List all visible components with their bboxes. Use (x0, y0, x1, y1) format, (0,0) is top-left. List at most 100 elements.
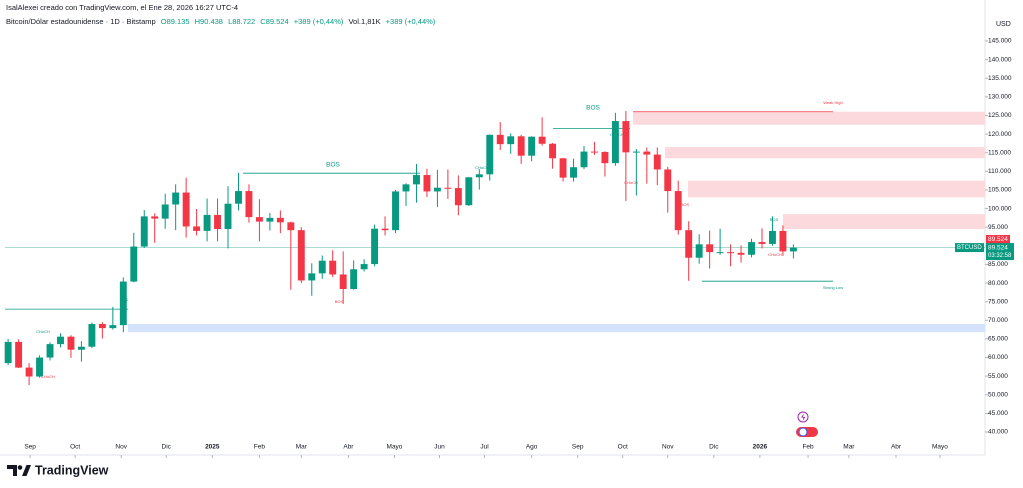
candle-body (4, 341, 12, 364)
candle-body (706, 244, 714, 253)
y-tick-label: 80.000 (988, 280, 1008, 287)
candle-body (779, 230, 787, 252)
candle-body (172, 192, 180, 205)
candle-body (570, 167, 577, 178)
y-tick-label: 45.000 (988, 410, 1008, 417)
candle-body (224, 203, 232, 230)
x-tick-label: Sep (572, 444, 584, 451)
candle-body (716, 252, 724, 254)
candle-body (517, 136, 525, 156)
x-tick-label: Mar (843, 444, 855, 451)
zone (688, 180, 985, 198)
candle-body (15, 341, 23, 368)
price-label-box (986, 235, 1010, 244)
ohlc-change: +389 (+0,44%) (293, 17, 344, 26)
candle-body (601, 151, 609, 164)
candle-body (695, 244, 703, 258)
x-tick-label: Abr (343, 444, 354, 451)
event-icons (796, 411, 818, 437)
x-tick-label: Ago (526, 444, 538, 451)
credit: IsalAlexei creado con TradingView.com, e… (6, 3, 239, 12)
candle-body (245, 191, 253, 218)
candle-body (528, 136, 536, 156)
candle-body (276, 217, 284, 223)
x-tick-label: Nov (662, 444, 674, 451)
candle-body (371, 228, 379, 265)
candle-body (591, 151, 598, 153)
candle-body (769, 230, 776, 244)
candle-body (329, 260, 337, 275)
candle-body (182, 192, 190, 227)
x-tick-label: Jun (434, 444, 445, 451)
volume: Vol.1,81K (348, 17, 381, 26)
candle-body (789, 247, 797, 252)
annotation: BOS (586, 105, 600, 112)
candle-body (214, 214, 221, 230)
candle-body (685, 230, 693, 258)
y-tick-label: 95.000 (988, 224, 1008, 231)
ohlc-high: H90.438 (194, 17, 223, 26)
candle-body (727, 252, 735, 254)
candle-body (308, 273, 316, 281)
candle-body (486, 134, 494, 175)
annotation: BOS (681, 202, 690, 207)
candle-body (465, 177, 473, 206)
annotation: BOS (770, 217, 779, 222)
candle-body (758, 242, 766, 244)
price-label: 89.524 (988, 236, 1008, 243)
annotation: CHoCH (41, 374, 55, 379)
x-tick-label: Oct (618, 444, 628, 451)
last-price-box (986, 243, 1014, 261)
candle-body (423, 175, 431, 192)
last-price-label: 89.524 (988, 244, 1008, 251)
x-tick-label: Dic (162, 444, 172, 451)
y-tick-label: 120.000 (988, 131, 1012, 138)
candle-body (549, 143, 557, 159)
candle-body (67, 336, 75, 350)
x-tick-label: Feb (254, 444, 266, 451)
candle-body (392, 191, 399, 231)
candle-body (266, 217, 274, 222)
candle-body (109, 325, 117, 329)
y-tick-label: 65.000 (988, 336, 1008, 343)
candle-body (653, 154, 661, 170)
candle-body (496, 134, 504, 145)
annotation: CHoCH (624, 180, 638, 185)
volume-change: +389 (+0,44%) (385, 17, 436, 26)
candle-body (151, 216, 159, 219)
y-tick-label: 130.000 (988, 94, 1012, 101)
x-tick-label: Jul (480, 444, 489, 451)
candle-body (632, 151, 640, 153)
y-tick-label: 105.000 (988, 187, 1012, 194)
candle-body (643, 151, 651, 155)
y-tick-label: 55.000 (988, 373, 1008, 380)
x-tick-label: Oct (70, 444, 80, 451)
candle-body (737, 252, 745, 255)
countdown: 03:32:58 (988, 253, 1012, 259)
annotation: CHoCH (36, 329, 50, 334)
candle-body (444, 187, 452, 189)
y-tick-label: 40.000 (988, 429, 1008, 436)
candle-body (507, 136, 515, 145)
candle-body (130, 246, 138, 282)
y-tick-label: 115.000 (988, 149, 1011, 156)
candle-body (140, 216, 148, 247)
x-tick-label: Abr (891, 444, 902, 451)
candle-body (454, 188, 462, 206)
candle-body (413, 175, 420, 185)
candle-body (287, 222, 295, 231)
zone (783, 214, 985, 230)
candle-body (559, 158, 567, 178)
y-tick-label: 135.000 (988, 75, 1012, 82)
candle-body (350, 269, 358, 290)
candle-body (88, 324, 96, 347)
symbol-label: BTCUSD (957, 245, 982, 251)
annotation: BOS (335, 299, 344, 304)
annotation: Strong Low (823, 285, 843, 290)
symbol-bar: Bitcoin/Dólar estadounidense · 1D · Bits… (6, 17, 438, 26)
x-tick-label: Dic (709, 444, 719, 451)
candle-body (77, 346, 85, 350)
y-tick-label: 100.000 (988, 205, 1012, 212)
ohlc-low: L88.722 (228, 17, 256, 26)
x-tick-label: 2025 (205, 444, 220, 451)
